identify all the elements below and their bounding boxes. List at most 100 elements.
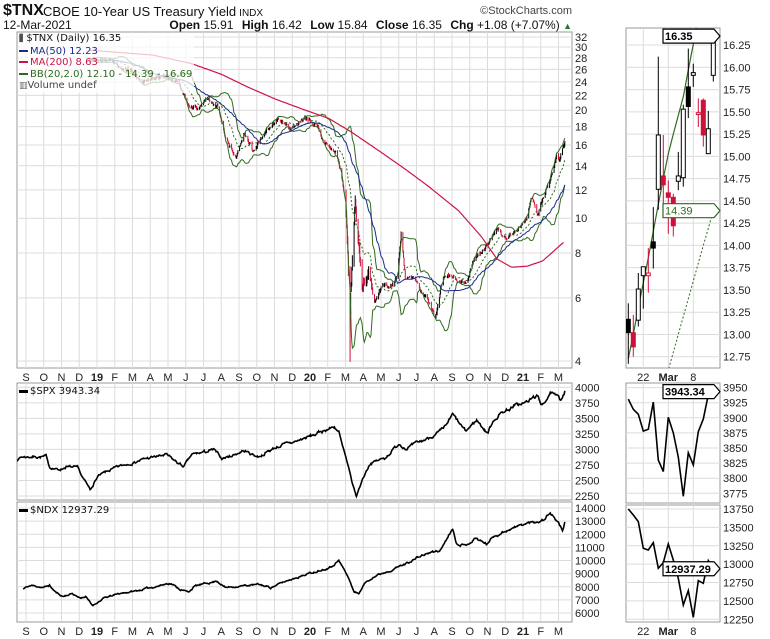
open-value: 15.91: [203, 18, 234, 32]
y-tick-label: 10000: [575, 556, 606, 568]
y-tick-label: 14.00: [723, 240, 751, 252]
recent-date-label: 8: [690, 626, 696, 638]
y-tick-label: 13.00: [723, 329, 751, 341]
high-label: High: [241, 18, 269, 32]
tnx-close-marker: 16.35: [662, 28, 721, 44]
month-label: J: [183, 372, 189, 384]
recent-candle-body: [705, 128, 711, 155]
y-tick-label: 24: [575, 77, 587, 89]
month-label: N: [58, 372, 66, 384]
recent-candle-body: [635, 288, 641, 321]
ndx-panel: [16, 501, 573, 623]
y-tick-label: 13500: [723, 522, 754, 534]
y-tick-label: 26: [575, 64, 587, 76]
ndx-line: [22, 511, 566, 607]
y-tick-label: 11000: [575, 542, 605, 554]
month-label: A: [218, 626, 226, 638]
y-tick-label: 18: [575, 122, 587, 134]
month-label: D: [501, 372, 509, 384]
ndx-close-marker-text: 12937.29: [665, 564, 711, 576]
legend-ndx-text: $NDX 12937.29: [30, 505, 110, 516]
y-tick-label: 22: [575, 90, 587, 102]
month-label: D: [288, 626, 296, 638]
recent-candle-body: [680, 108, 686, 179]
month-label: M: [163, 626, 172, 638]
legend-ma200-text: MA(200) 8.63: [30, 57, 98, 69]
security-name: CBOE 10-Year US Treasury Yield INDX: [43, 4, 263, 19]
spx-close-marker-text: 3943.34: [665, 387, 706, 399]
recent-date-label: 22: [637, 372, 649, 384]
recent-candle-body: [626, 318, 631, 334]
legend-bb-text: BB(20,2.0) 12.10 - 14.39 - 16.69: [30, 68, 193, 80]
month-label: S: [22, 372, 29, 384]
y-tick-label: 15.25: [723, 129, 751, 141]
month-label: D: [75, 626, 83, 638]
month-label: F: [324, 626, 331, 638]
y-tick-label: 16.25: [723, 40, 751, 52]
spx-line: [17, 390, 566, 499]
y-tick-label: 8: [575, 248, 581, 260]
watermark[interactable]: ©StockCharts.com: [480, 5, 572, 17]
month-label: J: [414, 626, 420, 638]
volume-bars-icon: ▥: [19, 81, 28, 92]
month-label: M: [554, 372, 563, 384]
month-label: D: [75, 372, 83, 384]
month-label: F: [111, 626, 118, 638]
legend-spx-text: $SPX 3943.34: [30, 386, 101, 397]
recent-bb-middle-line: [668, 210, 714, 368]
month-label: M: [376, 626, 385, 638]
y-tick-label: 32: [575, 32, 587, 44]
month-label: J: [396, 626, 402, 638]
y-tick-label: 8000: [575, 582, 599, 594]
month-label: S: [448, 626, 455, 638]
y-tick-label: 3250: [575, 429, 599, 441]
recent-candle-body: [690, 72, 696, 76]
legend-volume: ▥Volume undef: [19, 80, 192, 93]
recent-candle-body: [675, 175, 681, 182]
month-label: 20: [304, 626, 316, 638]
month-label: M: [341, 372, 350, 384]
month-label: S: [448, 372, 455, 384]
y-tick-label: 13750: [723, 504, 754, 516]
month-label: N: [271, 626, 279, 638]
y-tick-label: 3750: [575, 398, 599, 410]
y-tick-label: 3850: [723, 443, 747, 455]
ohlc-summary: Open 15.91 High 16.42 Low 15.84 Close 16…: [164, 18, 572, 32]
exchange: INDX: [239, 8, 264, 19]
y-tick-label: 6000: [575, 608, 599, 620]
y-tick-label: 3950: [723, 383, 747, 395]
month-label: M: [554, 626, 563, 638]
y-tick-label: 16.00: [723, 62, 751, 74]
ndx-legend: $NDX 12937.29: [19, 505, 109, 517]
month-label: F: [111, 372, 118, 384]
month-label: 21: [517, 372, 529, 384]
y-tick-label: 15.50: [723, 107, 751, 119]
y-tick-label: 15.75: [723, 85, 751, 97]
month-label: F: [537, 372, 544, 384]
month-label: F: [324, 372, 331, 384]
y-tick-label: 3875: [723, 428, 747, 440]
low-label: Low: [310, 18, 335, 32]
month-label: 20: [304, 372, 316, 384]
close-value: 16.35: [411, 18, 442, 32]
recent-date-label: Mar: [659, 626, 679, 638]
high-value: 16.42: [271, 18, 302, 32]
y-tick-label: 3900: [723, 413, 747, 425]
y-tick-label: 2750: [575, 460, 599, 472]
recent-candle-body: [685, 86, 691, 107]
legend-tnx: ⫼ $TNX (Daily) 16.35: [19, 33, 192, 46]
month-label: N: [58, 626, 66, 638]
up-arrow-icon: ▲: [563, 21, 572, 31]
recent-ndx-line: [627, 508, 714, 618]
spx-recent-panel: [625, 382, 721, 504]
recent-candle-body: [645, 272, 651, 277]
recent-candle-body: [655, 134, 661, 190]
month-label: O: [252, 626, 261, 638]
month-label: J: [414, 372, 420, 384]
y-tick-label: 14.75: [723, 174, 751, 186]
month-label: D: [501, 626, 509, 638]
month-label: 19: [91, 626, 103, 638]
